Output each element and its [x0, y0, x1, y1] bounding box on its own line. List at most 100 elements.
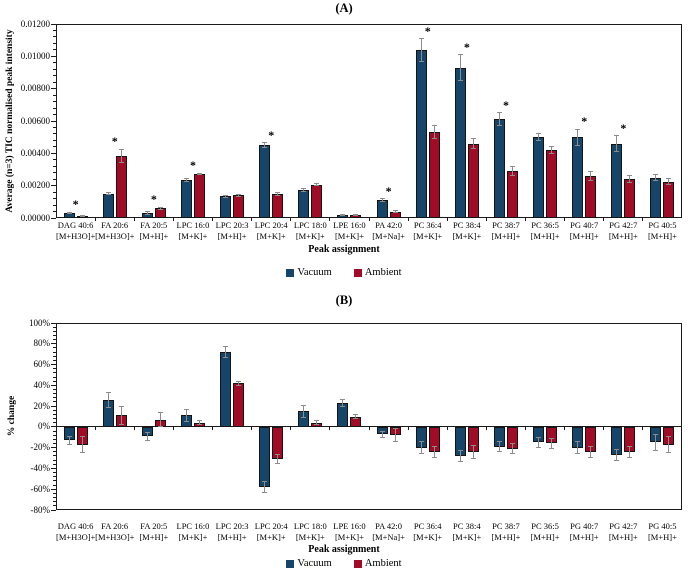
bar-vacuum	[493, 119, 505, 218]
y-axis-minor-tick	[53, 359, 56, 361]
error-bar-cap	[262, 142, 268, 144]
panel-b-legend: Vacuum Ambient	[0, 558, 688, 569]
x-category-label-line1: DAG 40:6	[57, 521, 94, 531]
x-category-label: FA 20:5 [M+H]+	[134, 521, 173, 542]
error-bar	[146, 432, 148, 441]
y-axis-minor-tick	[53, 505, 56, 507]
bar-ambient	[624, 179, 636, 218]
error-bar-cap	[144, 211, 150, 213]
x-category-label-line1: PC 36:5	[531, 521, 559, 531]
panel-b-x-axis-title: Peak assignment	[308, 544, 380, 555]
bar-vacuum	[102, 193, 114, 218]
error-bar-cap	[196, 424, 202, 426]
y-axis-minor-tick	[53, 393, 56, 395]
error-bar-cap	[666, 452, 672, 454]
error-bar-cap	[275, 454, 281, 456]
error-bar	[498, 441, 500, 452]
y-axis-minor-tick	[53, 501, 56, 503]
error-bar	[498, 112, 500, 126]
y-axis-minor-tick	[53, 146, 56, 148]
x-category-label: LPC 16:0 [M+K]+	[173, 220, 212, 241]
y-axis-tick-label: 80%	[33, 338, 51, 349]
x-category-label-line1: LPC 20:4	[254, 220, 288, 230]
error-bar	[355, 414, 357, 419]
legend-label-vacuum: Vacuum	[297, 558, 332, 569]
panel-b-plot-area	[56, 323, 682, 510]
x-category-label-line2: [M+H]+	[491, 230, 521, 241]
x-category-label-line2: [M+K]+	[334, 531, 364, 542]
error-bar-cap	[314, 424, 320, 426]
error-bar	[198, 420, 200, 425]
y-axis-minor-tick	[53, 372, 56, 374]
bar-ambient	[467, 143, 479, 218]
x-category-label-line2: [M+H]+	[569, 531, 599, 542]
y-axis-minor-tick	[53, 211, 56, 213]
error-bar	[146, 211, 148, 215]
x-axis-tick	[446, 218, 448, 221]
error-bar-cap	[509, 443, 515, 444]
x-category-label: LPC 16:0 [M+K]+	[173, 521, 212, 542]
x-axis-tick	[290, 218, 292, 221]
y-axis-minor-tick	[53, 172, 56, 174]
error-bar	[381, 198, 383, 202]
x-category-label: PC 36:4 [M+K]+	[408, 521, 447, 542]
error-bar-cap	[575, 440, 581, 442]
x-category-label-line1: LPC 16:0	[176, 220, 210, 230]
x-axis-tick	[94, 426, 96, 430]
y-axis-minor-tick	[53, 326, 56, 328]
panel-a-legend: Vacuum Ambient	[0, 267, 688, 278]
x-axis-tick	[172, 218, 174, 221]
error-bar-cap	[144, 439, 150, 441]
bar-vacuum	[298, 189, 310, 218]
x-category-label-line2: [M+K]+	[452, 230, 482, 241]
error-bar	[616, 135, 618, 152]
x-category-label-line1: PG 40:5	[648, 220, 677, 230]
error-bar-cap	[418, 453, 424, 455]
legend-label-ambient: Ambient	[364, 267, 402, 278]
error-bar	[511, 166, 513, 176]
x-category-label: FA 20:6 [M+H3O]+	[95, 521, 134, 542]
y-axis-minor-tick	[53, 178, 56, 180]
y-axis-minor-tick	[53, 409, 56, 411]
error-bar	[629, 175, 631, 183]
x-category-label-line2: [M+K]+	[413, 230, 443, 241]
error-bar-cap	[509, 453, 515, 455]
error-bar-cap	[196, 420, 202, 422]
y-axis-major-tick	[51, 88, 56, 90]
error-bar-cap	[392, 428, 398, 430]
error-bar-cap	[340, 214, 346, 216]
panel-b-title: (B)	[335, 293, 353, 307]
x-category-label: PC 36:5 [M+H]+	[526, 220, 565, 241]
error-bar	[198, 173, 200, 175]
bar-ambient	[193, 174, 205, 218]
bar-vacuum	[376, 200, 388, 218]
x-axis-tick	[172, 426, 174, 430]
y-axis-minor-tick	[53, 351, 56, 353]
x-category-label-line1: PA 42:0	[375, 521, 402, 531]
error-bar-cap	[379, 430, 385, 432]
y-axis-minor-tick	[53, 114, 56, 116]
y-axis-minor-tick	[53, 497, 56, 499]
error-bar-cap	[262, 147, 268, 149]
error-bar-cap	[549, 146, 555, 148]
error-bar-cap	[627, 181, 633, 183]
x-category-label-line1: PC 38:7	[492, 220, 520, 230]
y-axis-minor-tick	[53, 126, 56, 128]
x-category-label: PC 38:7 [M+H]+	[486, 521, 525, 542]
error-bar-cap	[379, 436, 385, 438]
error-bar	[264, 142, 266, 148]
y-axis-minor-tick	[53, 133, 56, 135]
y-axis-minor-tick	[53, 430, 56, 432]
x-category-label: LPC 18:0 [M+K]+	[291, 521, 330, 542]
y-axis-tick-label: -80%	[30, 504, 51, 515]
error-bar	[459, 54, 461, 81]
error-bar	[459, 450, 461, 462]
legend-item-ambient: Ambient	[353, 267, 402, 278]
y-axis-minor-tick	[53, 472, 56, 474]
bar-vacuum	[650, 177, 662, 218]
y-axis-minor-tick	[53, 388, 56, 390]
significance-asterisk: *	[424, 23, 431, 38]
error-bar-cap	[236, 380, 242, 382]
y-axis-major-tick	[51, 23, 56, 25]
y-axis-tick-label: 0.00600	[20, 115, 50, 126]
